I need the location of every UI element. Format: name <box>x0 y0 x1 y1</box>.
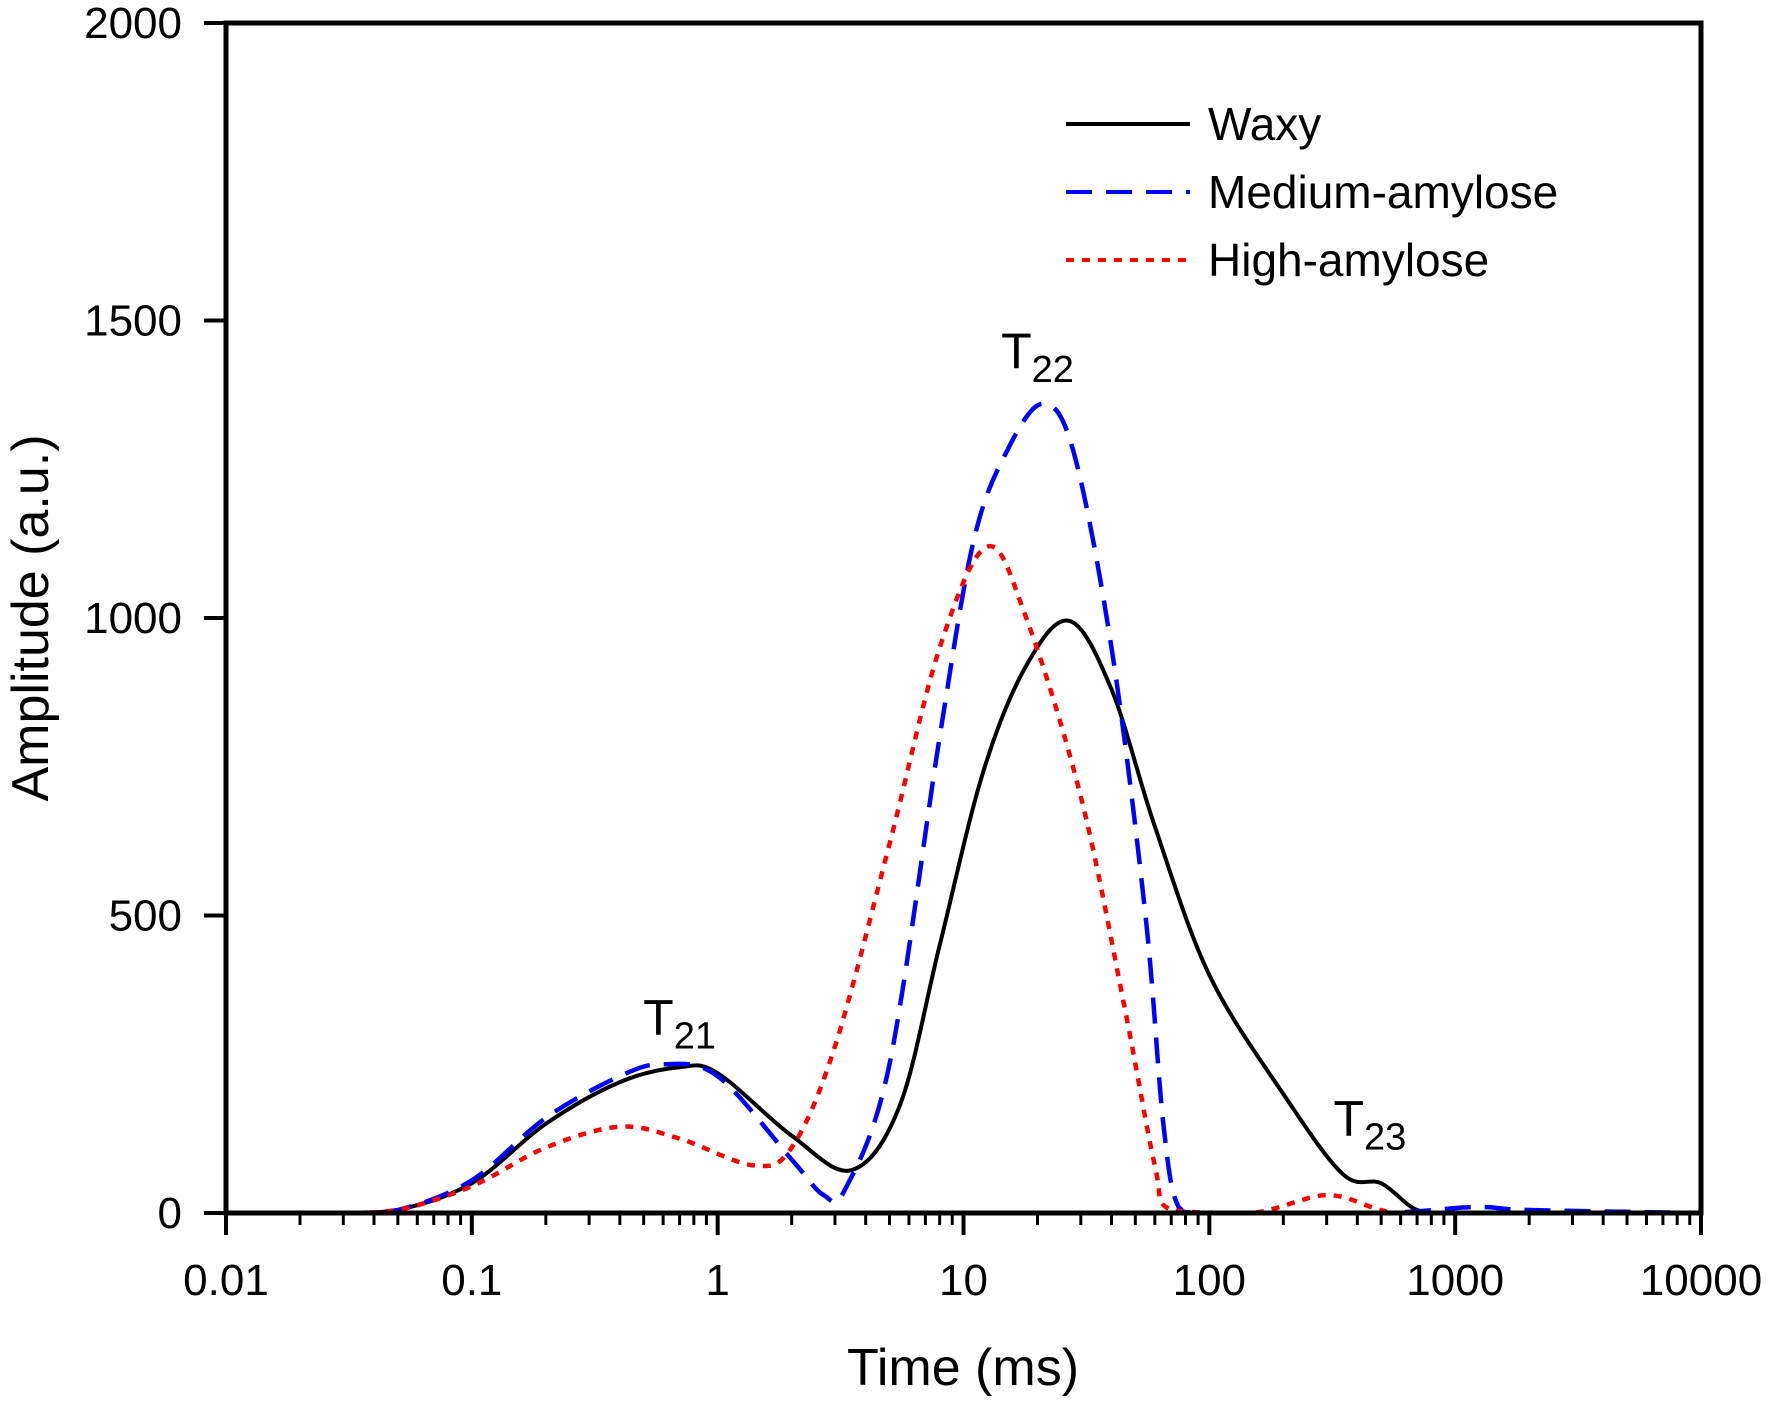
x-tick-label: 10000 <box>1640 1256 1762 1305</box>
peak-label-subscript: 23 <box>1364 1117 1406 1159</box>
series-line-high-amylose <box>226 544 1701 1216</box>
series-line-medium-amylose <box>226 401 1702 1216</box>
peak-label: T22 <box>1001 323 1074 391</box>
peak-label: T21 <box>643 990 716 1058</box>
x-tick-label: 100 <box>1173 1256 1246 1305</box>
legend: Waxy Medium-amylose High-amylose <box>1066 98 1558 286</box>
legend-label: High-amylose <box>1208 234 1489 286</box>
series-line-waxy <box>226 618 1701 1215</box>
peak-label-main: T <box>643 990 674 1046</box>
y-tick-label: 1000 <box>84 594 182 643</box>
series-lines <box>226 401 1702 1216</box>
peak-label: T23 <box>1334 1091 1407 1159</box>
x-tick-label: 1 <box>705 1256 729 1305</box>
x-axis-title: Time (ms) <box>847 1339 1079 1397</box>
y-tick-label: 0 <box>158 1189 182 1238</box>
legend-label: Medium-amylose <box>1208 166 1558 218</box>
y-tick-label: 1500 <box>84 297 182 346</box>
x-tick-label: 0.1 <box>441 1256 502 1305</box>
x-tick-label: 10 <box>939 1256 988 1305</box>
y-tick-label: 500 <box>109 892 182 941</box>
peak-label-subscript: 21 <box>674 1016 716 1058</box>
peak-label-main: T <box>1001 323 1032 379</box>
y-axis-title: Amplitude (a.u.) <box>2 434 60 801</box>
peak-label-subscript: 22 <box>1032 349 1074 391</box>
y-tick-label: 2000 <box>84 0 182 48</box>
x-tick-label: 0.01 <box>183 1256 269 1305</box>
axis-ticks: 0.01 0.1 1 10 100 1000 10000 0 500 1000 1500 2000 <box>84 0 1762 1305</box>
legend-label: Waxy <box>1208 98 1321 150</box>
peak-label-main: T <box>1334 1091 1365 1147</box>
x-tick-label: 1000 <box>1406 1256 1504 1305</box>
